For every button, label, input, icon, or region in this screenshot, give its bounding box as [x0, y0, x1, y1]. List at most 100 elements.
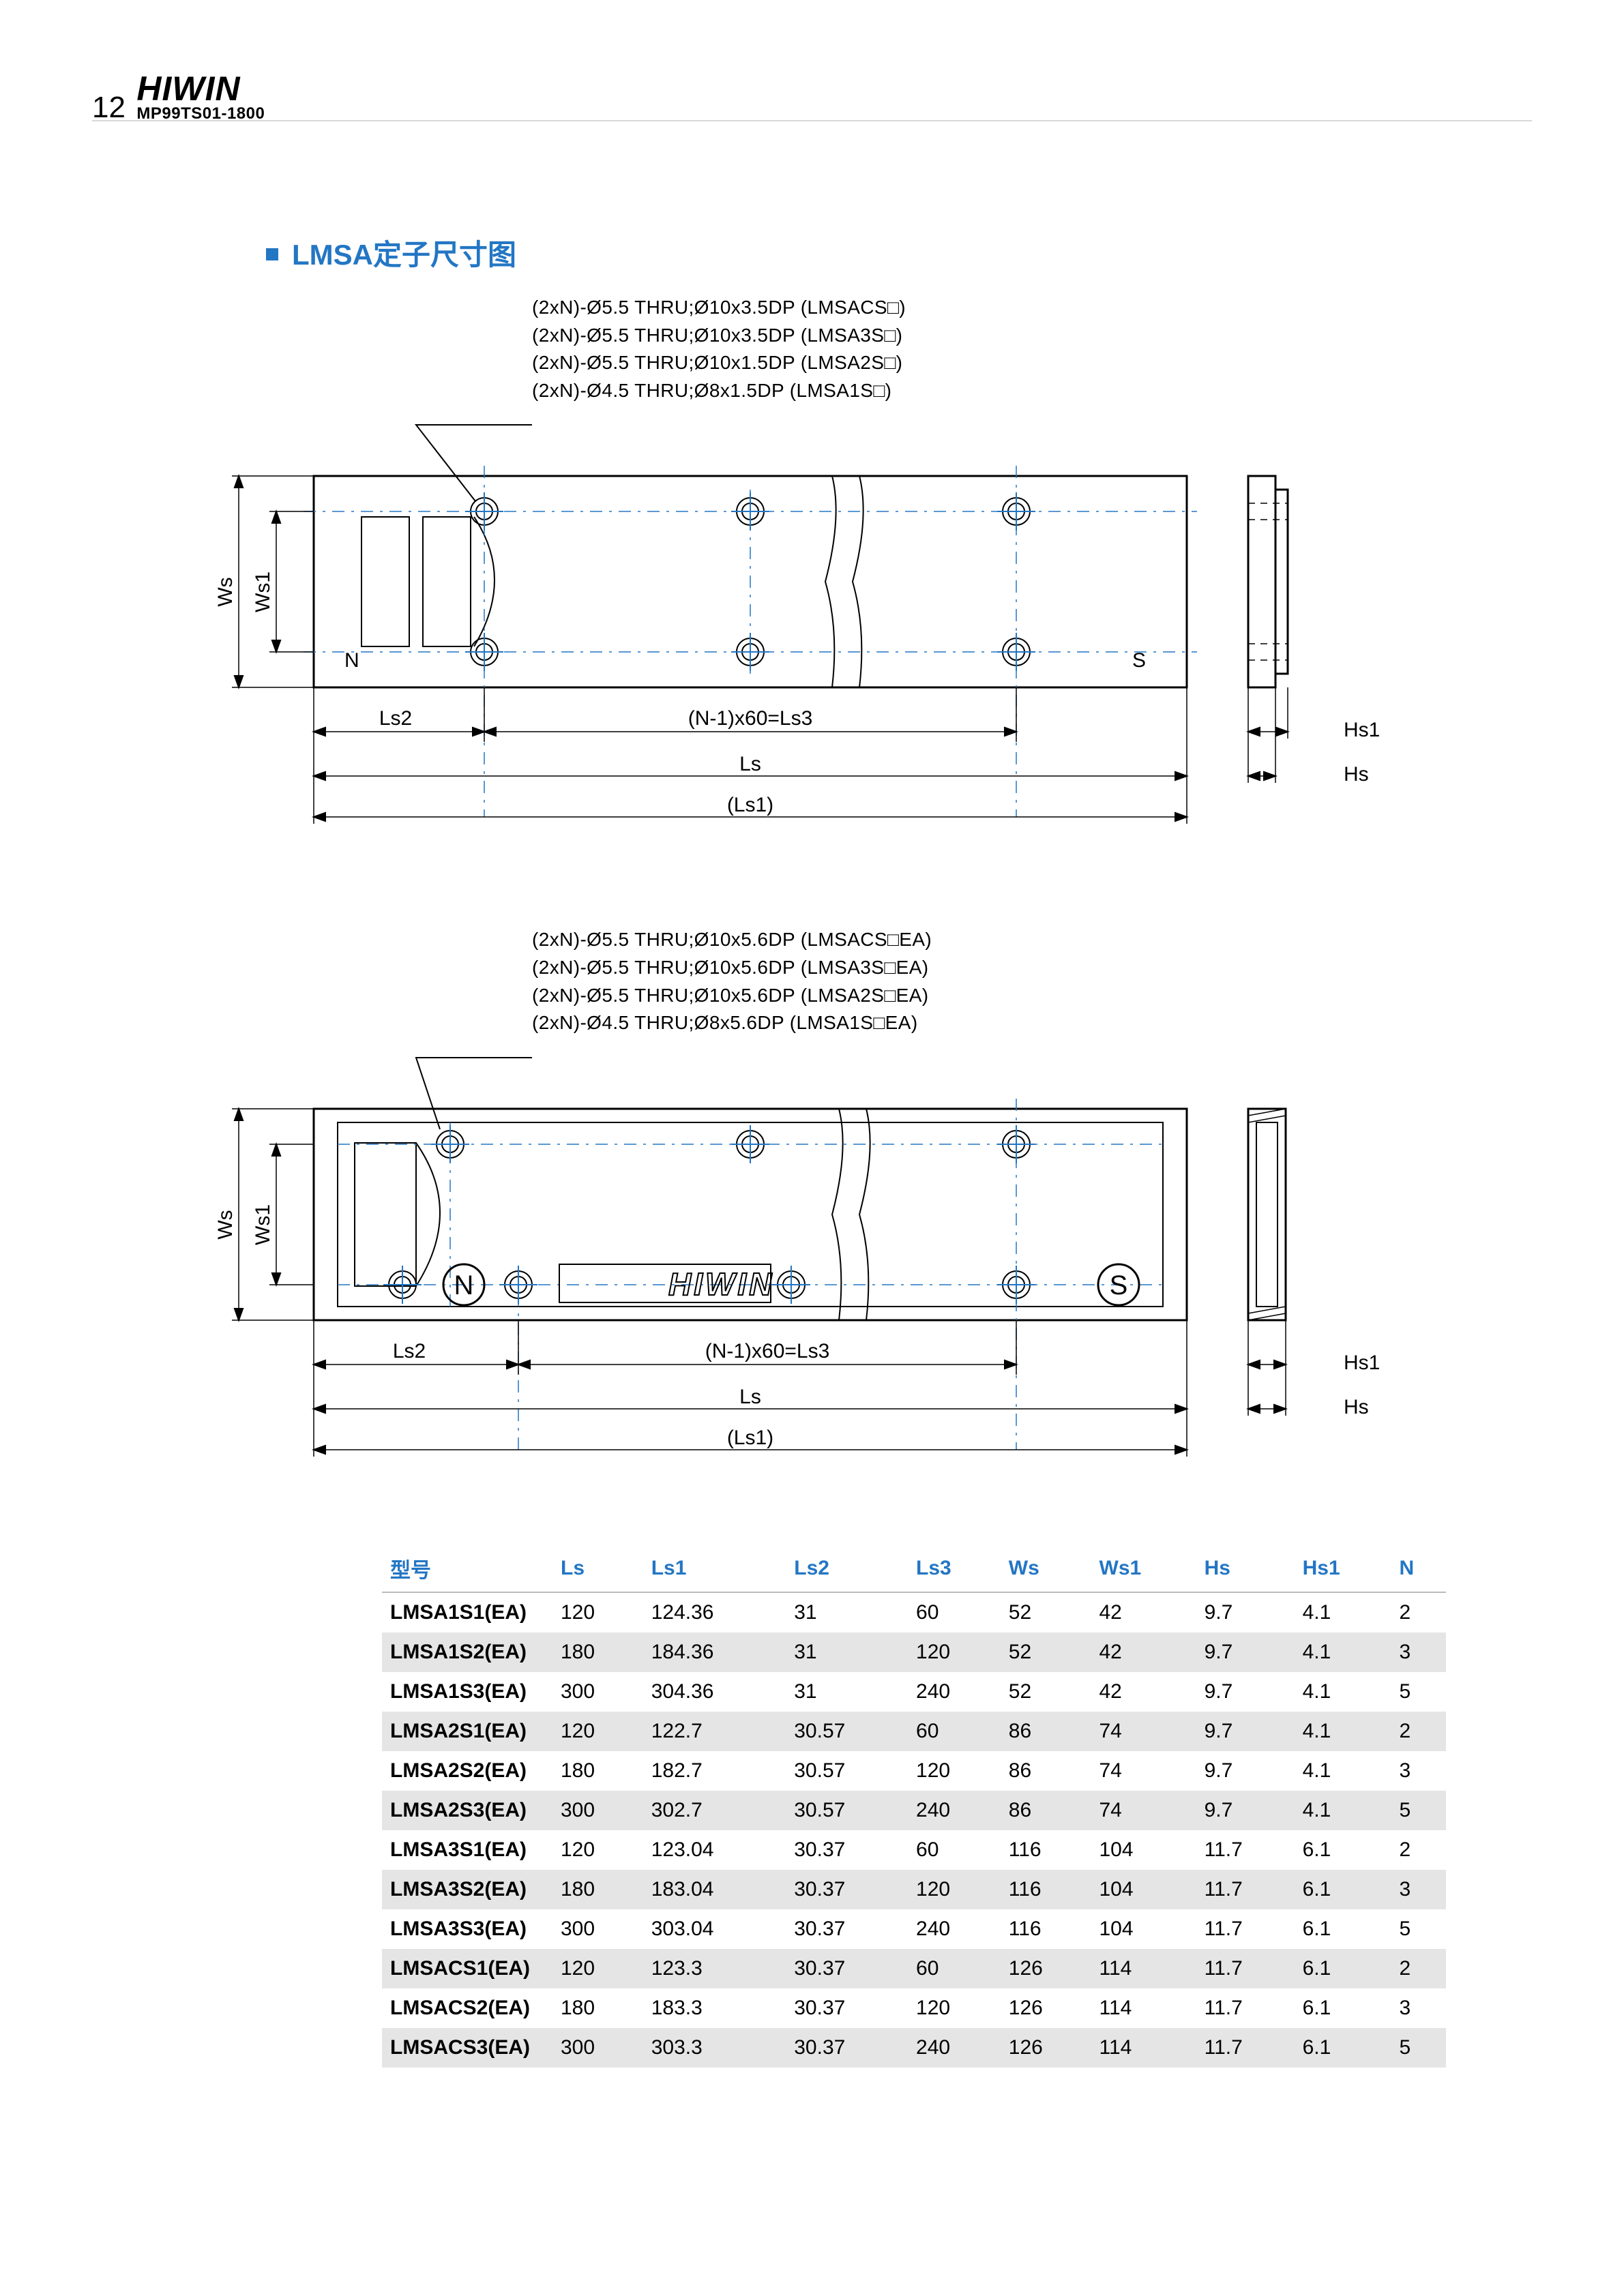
drawing2-callouts: (2xN)-Ø5.5 THRU;Ø10x5.6DP (LMSACS□EA) (2…	[532, 926, 1501, 1037]
table-cell: 183.3	[643, 1988, 786, 2028]
table-cell: 11.7	[1196, 1870, 1295, 1909]
table-cell: 74	[1091, 1751, 1196, 1791]
table-row: LMSA1S2(EA)180184.363112052429.74.13	[382, 1632, 1446, 1672]
table-cell: 31	[786, 1592, 908, 1632]
table-col-header: Ls3	[908, 1545, 1001, 1592]
pole-s-label: S	[1132, 649, 1146, 672]
table-cell: 4.1	[1295, 1632, 1391, 1672]
table-col-header: 型号	[382, 1545, 552, 1592]
table-cell: 11.7	[1196, 2028, 1295, 2068]
table-cell: 6.1	[1295, 1949, 1391, 1988]
dim-ws: Ws	[214, 1210, 237, 1239]
engraved-logo: HIWIN	[668, 1266, 774, 1302]
callout-line: (2xN)-Ø5.5 THRU;Ø10x1.5DP (LMSA2S□)	[532, 349, 1501, 377]
table-cell: 11.7	[1196, 1988, 1295, 2028]
table-cell: 180	[552, 1988, 643, 2028]
table-cell: 11.7	[1196, 1830, 1295, 1870]
table-cell: 52	[1001, 1672, 1091, 1712]
table-cell: 4.1	[1295, 1751, 1391, 1791]
table-cell: 120	[908, 1870, 1001, 1909]
dim-ws1: Ws1	[252, 571, 274, 612]
callout-line: (2xN)-Ø5.5 THRU;Ø10x3.5DP (LMSACS□)	[532, 294, 1501, 322]
table-cell: 60	[908, 1830, 1001, 1870]
table-cell: LMSACS1(EA)	[382, 1949, 552, 1988]
table-cell: 3	[1391, 1870, 1447, 1909]
table-cell: 3	[1391, 1632, 1447, 1672]
table-col-header: Ls	[552, 1545, 643, 1592]
table-cell: 182.7	[643, 1751, 786, 1791]
table-cell: 120	[552, 1712, 643, 1751]
table-cell: 60	[908, 1712, 1001, 1751]
table-row: LMSA1S3(EA)300304.363124052429.74.15	[382, 1672, 1446, 1712]
pole-n-circle: N	[454, 1270, 474, 1300]
table-cell: 2	[1391, 1592, 1447, 1632]
table-cell: 5	[1391, 2028, 1447, 2068]
table-row: LMSACS2(EA)180183.330.3712012611411.76.1…	[382, 1988, 1446, 2028]
table-cell: 126	[1001, 1949, 1091, 1988]
table-cell: 126	[1001, 1988, 1091, 2028]
table-cell: 302.7	[643, 1791, 786, 1830]
table-cell: LMSA1S1(EA)	[382, 1592, 552, 1632]
table-cell: 114	[1091, 1988, 1196, 2028]
table-cell: 5	[1391, 1672, 1447, 1712]
callout-line: (2xN)-Ø5.5 THRU;Ø10x5.6DP (LMSA2S□EA)	[532, 982, 1501, 1010]
table-cell: 3	[1391, 1751, 1447, 1791]
table-cell: 303.04	[643, 1909, 786, 1949]
table-cell: 11.7	[1196, 1949, 1295, 1988]
dim-hs1: Hs1	[1344, 719, 1380, 741]
table-row: LMSA2S2(EA)180182.730.5712086749.74.13	[382, 1751, 1446, 1791]
section-title-text: LMSA定子尺寸图	[292, 239, 516, 271]
table-cell: 86	[1001, 1791, 1091, 1830]
callout-line: (2xN)-Ø4.5 THRU;Ø8x1.5DP (LMSA1S□)	[532, 377, 1501, 405]
table-cell: 9.7	[1196, 1672, 1295, 1712]
table-cell: 30.37	[786, 2028, 908, 2068]
table-cell: 184.36	[643, 1632, 786, 1672]
dim-ls3: (N-1)x60=Ls3	[705, 1340, 830, 1362]
table-cell: 30.57	[786, 1712, 908, 1751]
dimensions-table: 型号LsLs1Ls2Ls3WsWs1HsHs1N LMSA1S1(EA)1201…	[382, 1545, 1446, 2068]
table-cell: 120	[908, 1751, 1001, 1791]
table-cell: 120	[552, 1949, 643, 1988]
table-cell: 30.37	[786, 1830, 908, 1870]
table-cell: 116	[1001, 1830, 1091, 1870]
callout-line: (2xN)-Ø4.5 THRU;Ø8x5.6DP (LMSA1S□EA)	[532, 1009, 1501, 1037]
callout-line: (2xN)-Ø5.5 THRU;Ø10x5.6DP (LMSACS□EA)	[532, 926, 1501, 954]
table-cell: LMSA2S3(EA)	[382, 1791, 552, 1830]
table-col-header: N	[1391, 1545, 1447, 1592]
table-cell: 6.1	[1295, 1988, 1391, 2028]
table-cell: LMSA3S3(EA)	[382, 1909, 552, 1949]
table-cell: LMSA3S2(EA)	[382, 1870, 552, 1909]
drawing2: N S HIWIN	[123, 1054, 1501, 1518]
table-cell: 30.37	[786, 1909, 908, 1949]
table-cell: 31	[786, 1672, 908, 1712]
callout-line: (2xN)-Ø5.5 THRU;Ø10x3.5DP (LMSA3S□)	[532, 322, 1501, 350]
table-row: LMSA2S3(EA)300302.730.5724086749.74.15	[382, 1791, 1446, 1830]
table-cell: 126	[1001, 2028, 1091, 2068]
table-cell: 3	[1391, 1988, 1447, 2028]
table-cell: 60	[908, 1592, 1001, 1632]
drawing2-svg: N S HIWIN	[123, 1054, 1419, 1518]
table-cell: 9.7	[1196, 1712, 1295, 1751]
table-cell: 180	[552, 1751, 643, 1791]
table-cell: 9.7	[1196, 1632, 1295, 1672]
table-cell: 5	[1391, 1791, 1447, 1830]
dim-hs1: Hs1	[1344, 1352, 1380, 1374]
dim-ls2: Ls2	[393, 1340, 426, 1362]
table-cell: 122.7	[643, 1712, 786, 1751]
table-cell: LMSA2S2(EA)	[382, 1751, 552, 1791]
table-cell: 300	[552, 1791, 643, 1830]
table-cell: 86	[1001, 1712, 1091, 1751]
section-title: LMSA定子尺寸图	[266, 232, 1501, 273]
dim-ws: Ws	[214, 578, 237, 607]
table-col-header: Hs	[1196, 1545, 1295, 1592]
brand-logo-text: HIWIN	[136, 72, 265, 106]
table-cell: 2	[1391, 1949, 1447, 1988]
dim-ws1: Ws1	[252, 1204, 274, 1245]
table-cell: 60	[908, 1949, 1001, 1988]
dim-ls: Ls	[739, 753, 761, 775]
table-cell: 6.1	[1295, 1909, 1391, 1949]
dim-hs: Hs	[1344, 1396, 1369, 1418]
dim-ls2: Ls2	[379, 707, 412, 730]
table-row: LMSA3S2(EA)180183.0430.3712011610411.76.…	[382, 1870, 1446, 1909]
table-cell: 240	[908, 2028, 1001, 2068]
